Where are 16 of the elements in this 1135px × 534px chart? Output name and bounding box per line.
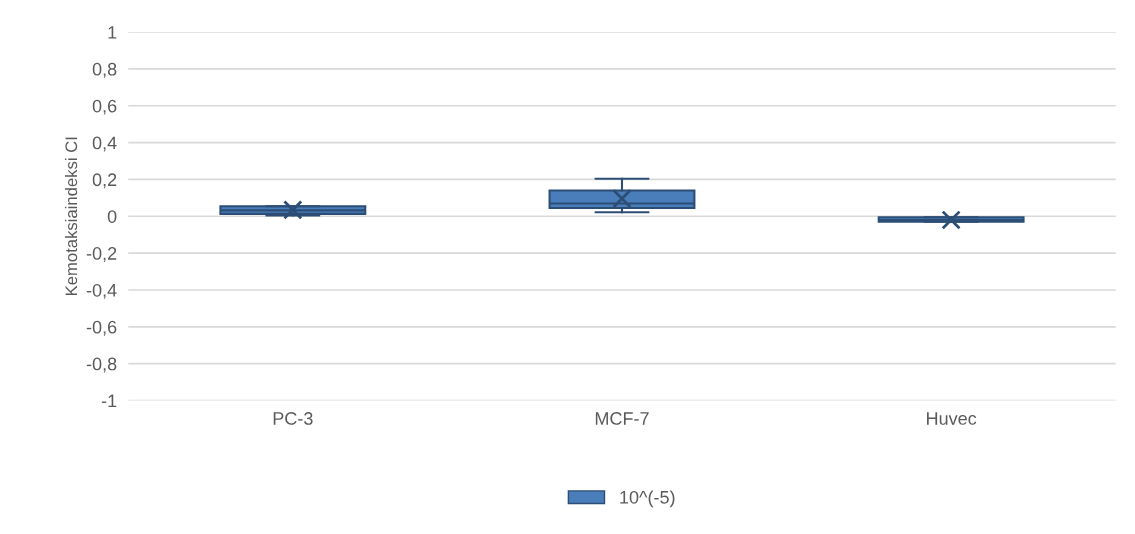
y-tick-label: 0,2 [92,173,117,189]
y-tick-label: 0 [107,210,117,223]
x-tick-label: PC-3 [273,412,313,425]
y-tick-label: 0,8 [92,62,117,78]
y-tick-label: 1 [108,26,117,39]
y-tick-label: 0,4 [92,136,117,152]
y-tick-label: -0,6 [86,320,117,336]
legend-label: 10^(-5) [620,490,675,508]
x-tick-label: MCF-7 [595,412,649,425]
y-tick-label: -0,4 [86,283,117,299]
y-tick-label: 0,6 [92,99,117,115]
y-tick-label: -1 [101,394,117,408]
y-tick-label: -0,2 [86,247,117,262]
x-tick-label: Huvec [927,412,977,425]
y-axis-title: Kemotaksiaindeksi CI [64,137,78,296]
y-tick-label: -0,8 [86,357,117,373]
